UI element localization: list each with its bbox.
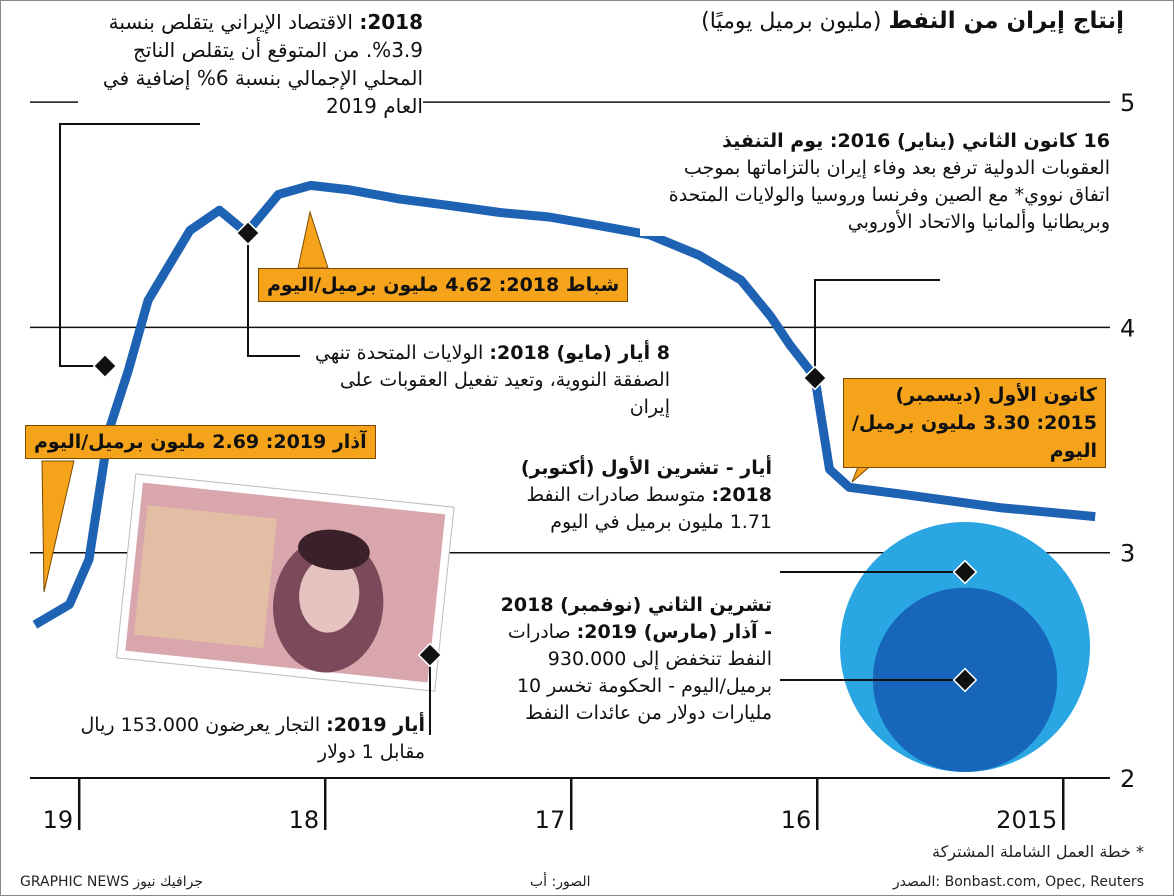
x-tick-label: 19 <box>43 806 74 834</box>
marker <box>952 559 978 585</box>
chart-title: إنتاج إيران من النفط <box>888 8 1124 34</box>
markers <box>92 220 978 693</box>
annotation-date: تشرين الثاني (نوفمبر) 2018 - آذار (مارس)… <box>500 594 772 643</box>
banknote-panel <box>133 505 277 649</box>
annotation: أيار 2019: التجار يعرضون 153.000 ريال مق… <box>60 712 425 766</box>
series <box>32 180 1096 629</box>
annotation-text: التجار يعرضون 153.000 ريال مقابل 1 دولار <box>80 714 425 763</box>
title-block: إنتاج إيران من النفط (مليون برميل يوميًا… <box>701 8 1124 34</box>
x-axis: 2 3 4 5 19 18 17 16 2015 <box>30 89 1135 834</box>
connector <box>59 123 200 367</box>
annotation-date: أيار 2019: <box>326 714 425 736</box>
source: المصدر: Bonbast.com, Opec, Reuters <box>892 874 1144 890</box>
annotation-text: العقوبات الدولية ترفع بعد وفاء إيران بال… <box>668 157 1110 233</box>
marker <box>235 220 261 246</box>
banknote-turban <box>298 529 370 571</box>
annotation: أيار - تشرين الأول (أكتوبر) 2018: متوسط … <box>500 455 772 536</box>
x-tick-label: 16 <box>781 806 812 834</box>
photo-credit: الصور: أب <box>530 874 591 890</box>
banknote <box>115 473 455 692</box>
annotation: 16 كانون الثاني (يناير) 2016: يوم التنفي… <box>640 128 1110 236</box>
y-tick-label: 3 <box>1120 540 1135 568</box>
series-line <box>32 180 1096 629</box>
y-tick-label: 4 <box>1120 314 1135 342</box>
connector <box>814 279 940 378</box>
callout: كانون الأول (ديسمبر) 2015: 3.30 مليون بر… <box>843 378 1106 468</box>
annotation-date: أيار - تشرين الأول (أكتوبر) 2018: <box>520 457 772 506</box>
callout: شباط 2018: 4.62 مليون برميل/اليوم <box>258 268 629 302</box>
annotation-date: 8 أيار (مايو) 2018: <box>489 342 670 364</box>
chart-subtitle: (مليون برميل يوميًا) <box>701 9 882 34</box>
annotation-text: متوسط صادرات النفط 1.71 مليون برميل في ا… <box>526 484 772 533</box>
x-tick-label: 18 <box>289 806 320 834</box>
callout: آذار 2019: 2.69 مليون برميل/اليوم <box>25 425 376 459</box>
callout-tail <box>41 460 75 593</box>
marker <box>952 667 978 693</box>
bubbles <box>840 522 1090 772</box>
annotation: 2018: الاقتصاد الإيراني يتقلص بنسبة 3.9%… <box>78 8 423 120</box>
decoration <box>115 473 455 692</box>
annotation-date: 16 كانون الثاني (يناير) 2016: يوم التنفي… <box>722 130 1110 152</box>
connector <box>247 233 300 357</box>
annotation: تشرين الثاني (نوفمبر) 2018 - آذار (مارس)… <box>500 592 772 727</box>
marker <box>802 365 828 391</box>
annotation-date: 2018: <box>359 10 423 34</box>
x-tick-label: 17 <box>535 806 566 834</box>
marker <box>417 642 443 668</box>
credit: GRAPHIC NEWS جرافيك نيوز <box>20 874 203 890</box>
annotation-text: الولايات المتحدة تنهي الصفقة النووية، وت… <box>314 342 670 418</box>
callout-tail <box>297 210 329 269</box>
banknote-face <box>299 556 360 633</box>
annotation-text: صادرات النفط تنخفض إلى 930.000 برميل/الي… <box>507 621 772 724</box>
annotation: 8 أيار (مايو) 2018: الولايات المتحدة تنه… <box>300 340 670 421</box>
annotation-text: الاقتصاد الإيراني يتقلص بنسبة 3.9%. من ا… <box>102 10 423 118</box>
footnote: * خطة العمل الشاملة المشتركة <box>932 842 1144 861</box>
connectors <box>59 123 940 735</box>
marker <box>92 353 118 379</box>
connectors <box>780 571 965 681</box>
y-tick-label: 2 <box>1120 765 1135 793</box>
x-tick-label: 2015 <box>996 806 1057 834</box>
y-tick-label: 5 <box>1120 89 1135 117</box>
